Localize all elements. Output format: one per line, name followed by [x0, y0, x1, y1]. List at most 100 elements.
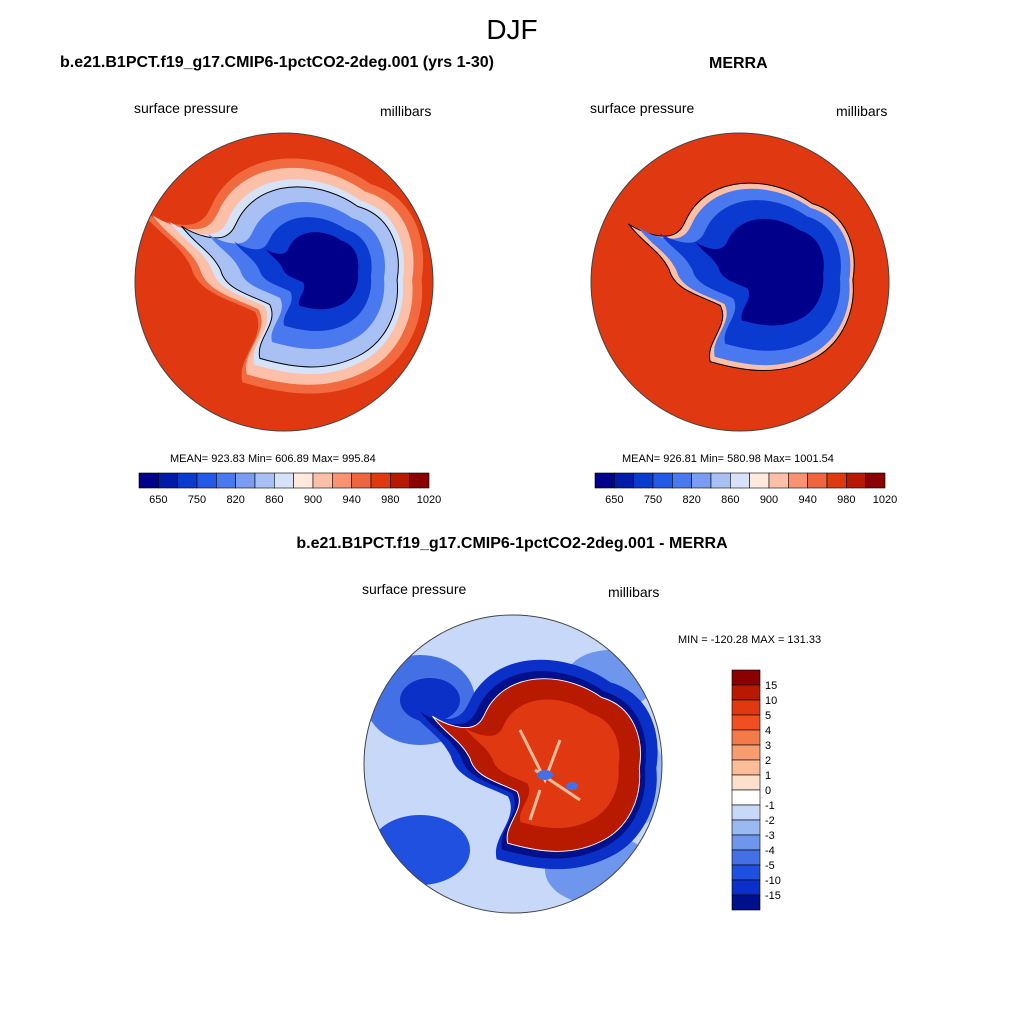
panel-3-colorbar-tick-label: -4: [765, 845, 775, 857]
panel-3-stats: MIN = -120.28 MAX = 131.33: [678, 634, 822, 646]
panel-2-colorbar-swatch-12: [826, 472, 847, 489]
panel-2-colorbar-swatch-13: [846, 472, 866, 489]
panel-1-colorbar-swatch-1: [158, 472, 178, 489]
panel-3-map-boundary: [363, 614, 663, 914]
panel-3-colorbar-swatch-3: [731, 714, 761, 731]
panel-2-colorbar-tick-label: 900: [760, 494, 778, 506]
panel-2-title: MERRA: [709, 55, 768, 72]
panel-3-colorbar-tick-label: 2: [765, 755, 771, 767]
panel-1-variable-label: surface pressure: [134, 100, 239, 116]
panel-3-colorbar-tick-label: 3: [765, 740, 771, 752]
panel-1-map-boundary: [134, 132, 434, 432]
panel-2-colorbar-swatch-10: [788, 472, 808, 489]
panel-1-units-label: millibars: [380, 103, 432, 119]
panel-2-colorbar-swatch-9: [768, 472, 789, 489]
panel-1-colorbar-swatch-8: [293, 472, 314, 489]
panel-3-colorbar-swatch-15: [731, 894, 761, 911]
panel-2-colorbar-swatch-8: [749, 472, 770, 489]
panel-1-colorbar-tick-label: 980: [381, 494, 399, 506]
panel-1-colorbar: 650 750 820 860 900 940 980 1020: [138, 472, 441, 506]
panel-3-colorbar-tick-label: 15: [765, 680, 777, 692]
panel-2-colorbar-tick-label: 820: [682, 494, 700, 506]
panel-3-colorbar-tick-label: 10: [765, 695, 777, 707]
panel-3-colorbar-swatch-14: [731, 879, 761, 896]
panel-3-title: b.e21.B1PCT.f19_g17.CMIP6-1pctCO2-2deg.0…: [296, 535, 728, 552]
panel-1-title: b.e21.B1PCT.f19_g17.CMIP6-1pctCO2-2deg.0…: [60, 54, 494, 71]
panel-1-colorbar-swatch-5: [235, 472, 256, 489]
panel-2-colorbar-tick-label: 650: [605, 494, 623, 506]
panel-2-colorbar-swatch-2: [633, 472, 654, 489]
panel-2-colorbar: 650 750 820 860 900 940 980 1020: [594, 472, 897, 506]
panel-3-colorbar-swatch-9: [731, 804, 761, 821]
panel-2-colorbar-swatch-6: [710, 472, 731, 489]
panel-3-colorbar-swatch-10: [731, 819, 761, 836]
panel-1-colorbar-tick-label: 750: [188, 494, 206, 506]
panel-3-colorbar-swatch-0: [731, 669, 761, 686]
panel-2-colorbar-tick-label: 1020: [873, 494, 897, 506]
panel-3-colorbar-swatch-5: [731, 744, 761, 761]
panel-3-colorbar-swatch-4: [731, 729, 761, 746]
season-title: DJF: [486, 14, 538, 45]
panel-3-colorbar-tick-label: 0: [765, 785, 771, 797]
panel-3-colorbar-swatch-12: [731, 849, 761, 866]
panel-1-colorbar-swatch-9: [312, 472, 333, 489]
panel-2-map-boundary: [590, 132, 890, 432]
panel-3-map: [363, 614, 663, 914]
panel-3-colorbar-swatch-11: [731, 834, 761, 851]
panel-1-colorbar-swatch-11: [351, 472, 372, 489]
panel-1-map: [134, 132, 434, 432]
panel-2-colorbar-swatch-4: [672, 472, 692, 489]
panel-1-colorbar-tick-label: 1020: [417, 494, 441, 506]
panel-2-colorbar-swatch-1: [614, 472, 634, 489]
panel-3-colorbar-tick-label: -1: [765, 800, 775, 812]
panel-1-colorbar-tick-label: 940: [342, 494, 360, 506]
panel-3-colorbar-swatch-6: [731, 759, 761, 776]
panel-2-units-label: millibars: [836, 103, 888, 119]
panel-2-colorbar-swatch-3: [652, 472, 673, 489]
panel-1-colorbar-swatch-7: [274, 472, 294, 489]
panel-3-colorbar-tick-label: 4: [765, 725, 771, 737]
panel-2-stats: MEAN= 926.81 Min= 580.98 Max= 1001.54: [622, 453, 834, 465]
panel-1-colorbar-swatch-0: [138, 472, 159, 489]
panel-3-colorbar-swatch-2: [731, 699, 761, 716]
panel-2-colorbar-swatch-0: [594, 472, 615, 489]
panel-2-colorbar-tick-label: 980: [837, 494, 855, 506]
panel-2-colorbar-swatch-11: [807, 472, 828, 489]
panel-2-colorbar-swatch-5: [691, 472, 712, 489]
panel-1-stats: MEAN= 923.83 Min= 606.89 Max= 995.84: [170, 453, 376, 465]
panel-1-colorbar-tick-label: 860: [265, 494, 283, 506]
panel-2-colorbar-tick-label: 940: [798, 494, 816, 506]
panel-3-colorbar-tick-label: -15: [765, 890, 781, 902]
panel-1-colorbar-tick-label: 650: [149, 494, 167, 506]
panel-3-colorbar-tick-label: 5: [765, 710, 771, 722]
panel-3-colorbar-tick-label: -5: [765, 860, 775, 872]
panel-1-colorbar-swatch-2: [177, 472, 198, 489]
panel-2-colorbar-swatch-14: [865, 472, 886, 489]
panel-3-variable-label: surface pressure: [362, 581, 467, 597]
panel-3-colorbar-swatch-1: [731, 684, 761, 701]
panel-1-colorbar-swatch-3: [196, 472, 217, 489]
panel-1-colorbar-swatch-10: [332, 472, 352, 489]
panel-3-units-label: millibars: [608, 584, 660, 600]
panel-1-colorbar-swatch-14: [409, 472, 430, 489]
panel-1-colorbar-tick-label: 900: [304, 494, 322, 506]
panel-1-colorbar-tick-label: 820: [226, 494, 244, 506]
panel-3-colorbar-swatch-8: [731, 789, 761, 806]
panel-3-colorbar-tick-label: -10: [765, 875, 781, 887]
panel-3-colorbar-swatch-13: [731, 864, 761, 881]
panel-2-colorbar-tick-label: 750: [644, 494, 662, 506]
panel-3-colorbar-tick-label: -2: [765, 815, 775, 827]
panel-2-variable-label: surface pressure: [590, 100, 695, 116]
panel-2-map: [590, 132, 890, 432]
panel-3-colorbar-swatch-7: [731, 774, 761, 791]
panel-1-colorbar-swatch-4: [216, 472, 236, 489]
panel-1-colorbar-swatch-13: [390, 472, 410, 489]
panel-1-colorbar-swatch-6: [254, 472, 275, 489]
panel-1-colorbar-swatch-12: [370, 472, 391, 489]
panel-3-colorbar-tick-label: 1: [765, 770, 771, 782]
panel-2-colorbar-tick-label: 860: [721, 494, 739, 506]
panel-2-colorbar-swatch-7: [730, 472, 750, 489]
panel-3-colorbar-tick-label: -3: [765, 830, 775, 842]
